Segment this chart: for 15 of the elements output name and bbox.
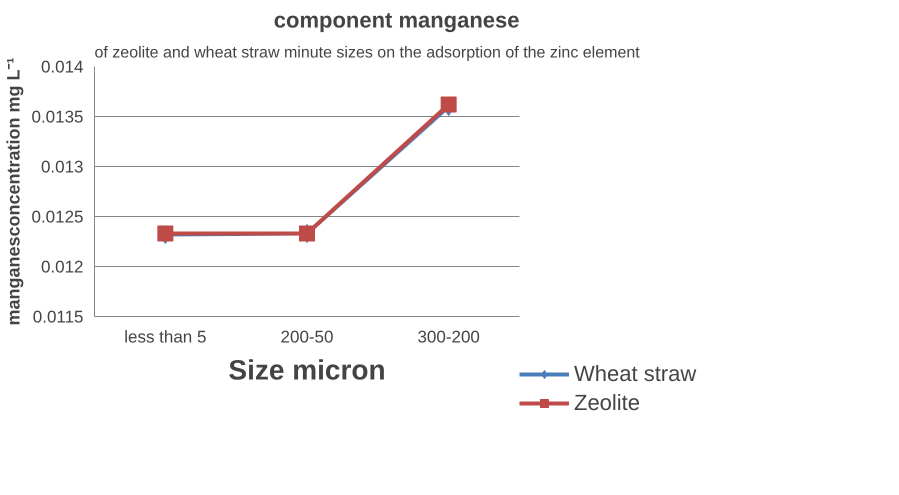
x-tick-label: 300-200 bbox=[417, 328, 480, 346]
legend-label: Wheat straw bbox=[574, 361, 696, 387]
y-tick-label: 0.013 bbox=[40, 158, 84, 176]
chart-title: component manganese bbox=[274, 8, 520, 32]
chart-subtitle: of zeolite and wheat straw minute sizes on the adsorption of the zinc element bbox=[94, 44, 640, 62]
x-axis-title: Size micron bbox=[228, 354, 386, 386]
y-tick-label: 0.0135 bbox=[32, 108, 84, 126]
y-tick-label: 0.012 bbox=[40, 258, 84, 276]
y-axis-title: manganesconcentration mg L⁻¹ bbox=[4, 57, 24, 326]
x-tick-label: 200-50 bbox=[280, 328, 334, 346]
legend-label: Zeolite bbox=[574, 390, 640, 416]
y-tick-label: 0.0125 bbox=[32, 208, 84, 226]
y-tick-label: 0.014 bbox=[40, 58, 84, 76]
y-tick-label: 0.0115 bbox=[32, 308, 84, 326]
x-tick-label: less than 5 bbox=[124, 328, 206, 346]
